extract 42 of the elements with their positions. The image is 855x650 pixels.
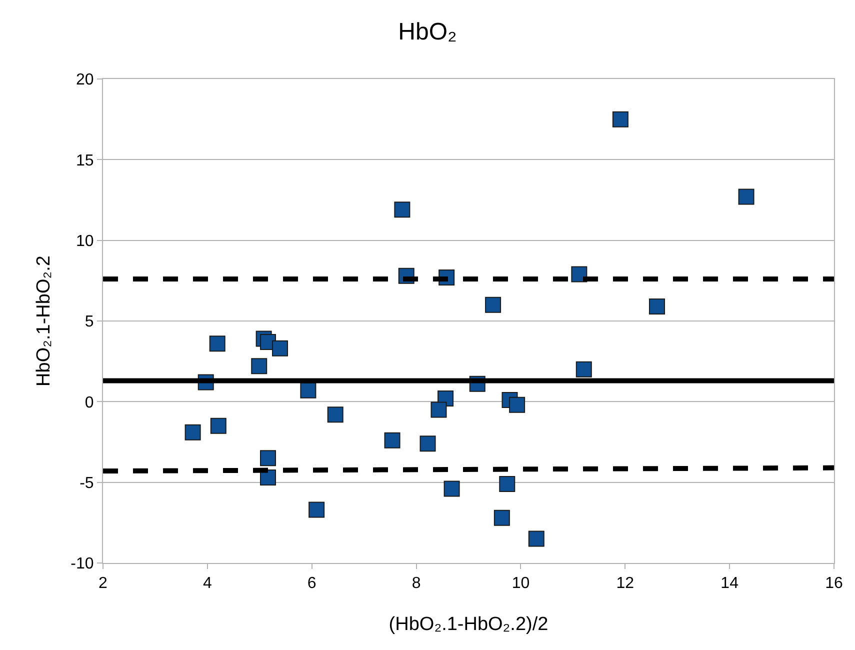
- x-tick-label: 6: [307, 575, 316, 592]
- point: [499, 476, 516, 492]
- point: [184, 424, 201, 440]
- x-axis-title: (HbO₂.1-HbO₂.2)/2: [388, 614, 548, 635]
- y-axis-title: HbO₂.1-HbO₂.2: [34, 256, 55, 386]
- y-tick-label: -5: [80, 474, 94, 492]
- x-tick-label: 2: [98, 575, 108, 592]
- chart-title: HbO₂: [398, 18, 457, 46]
- y-tick-label: 5: [84, 314, 94, 331]
- point: [260, 450, 276, 466]
- point: [509, 396, 526, 413]
- point: [308, 502, 325, 518]
- point: [327, 406, 344, 423]
- point: [430, 402, 447, 418]
- point: [209, 336, 226, 352]
- point: [394, 202, 410, 218]
- point: [571, 266, 588, 282]
- x-tick-label: 14: [720, 575, 739, 592]
- x-tick-label: 4: [202, 575, 212, 592]
- x-tick-label: 10: [512, 575, 530, 592]
- point: [494, 510, 510, 526]
- point: [384, 432, 400, 448]
- point: [272, 340, 288, 356]
- point: [251, 358, 268, 374]
- point: [738, 188, 754, 205]
- point: [648, 298, 665, 314]
- point: [528, 530, 544, 547]
- y-tick-label: -10: [70, 556, 94, 573]
- y-tick-label: 15: [76, 152, 94, 170]
- x-tick-label: 12: [616, 575, 634, 592]
- point: [612, 111, 628, 128]
- point: [444, 480, 460, 497]
- point: [485, 296, 502, 313]
- x-tick-label: 16: [825, 575, 843, 592]
- point: [300, 382, 316, 398]
- y-tick-label: 20: [76, 72, 94, 89]
- point: [420, 436, 436, 452]
- point: [576, 361, 592, 378]
- y-tick-label: 10: [76, 232, 94, 250]
- y-tick-label: 0: [84, 394, 94, 412]
- x-tick-label: 8: [412, 575, 421, 592]
- point: [210, 418, 226, 434]
